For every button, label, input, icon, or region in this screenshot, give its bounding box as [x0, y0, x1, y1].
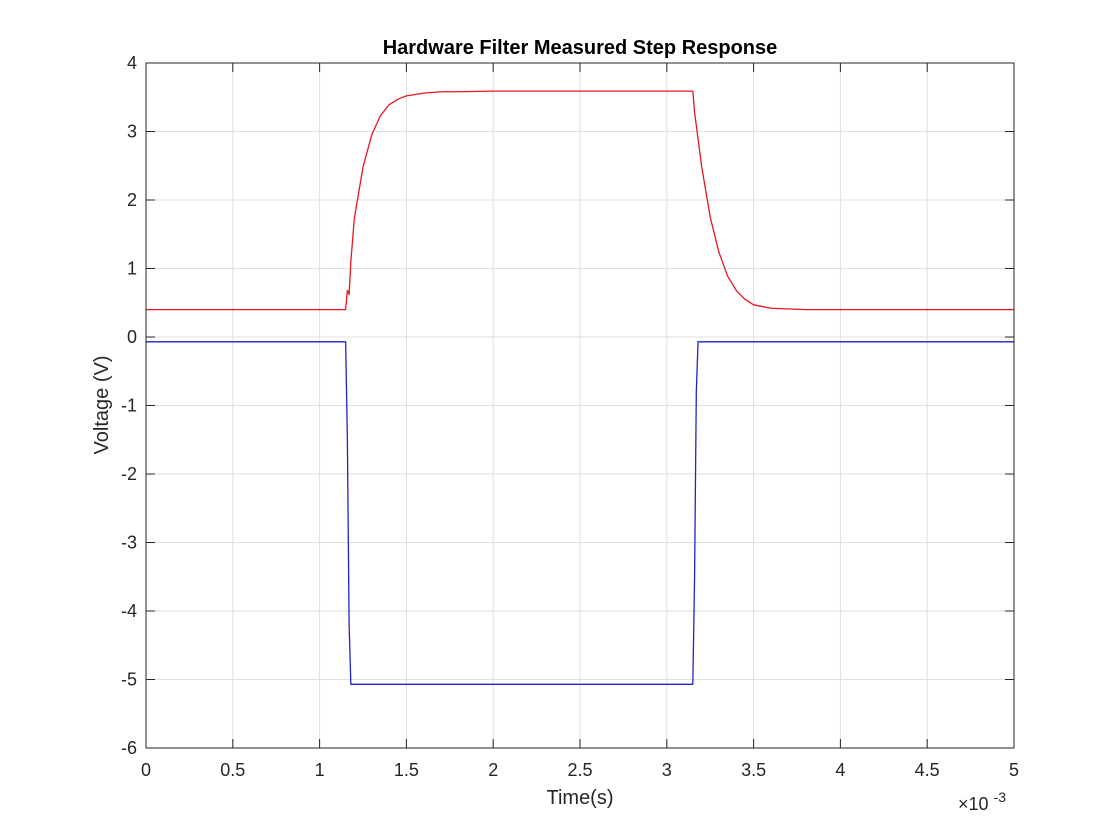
y-tick-label: -5 [121, 670, 137, 690]
y-tick-label: -6 [121, 738, 137, 758]
x-axis-exponent: ×10 -3 [958, 789, 1006, 814]
y-tick-label: 3 [127, 122, 137, 142]
x-axis-label: Time(s) [546, 787, 613, 809]
tick-layer [145, 62, 1015, 749]
x-tick-label: 0.5 [220, 760, 245, 780]
label-layer: 0 0.5 1 1.5 2 2.5 3 3.5 4 4.5 5 -6 -5 -4 -3 -2 -1 0 1 2 3 4 [121, 53, 1019, 780]
y-tick-label: 4 [127, 53, 137, 73]
series-layer [146, 90, 1014, 685]
x-tick-label: 3.5 [741, 760, 766, 780]
y-tick-label: 1 [127, 259, 137, 279]
filter-output-line [146, 90, 1014, 311]
y-tick-label: -2 [121, 464, 137, 484]
x-tick-label: 5 [1009, 760, 1019, 780]
x-tick-label: 2 [488, 760, 498, 780]
x-tick-label: 2.5 [567, 760, 592, 780]
y-tick-label: 0 [127, 327, 137, 347]
y-tick-label: -1 [121, 396, 137, 416]
y-axis-label: Voltage (V) [91, 356, 113, 455]
chart-title: Hardware Filter Measured Step Response [383, 37, 778, 59]
x-tick-label: 1.5 [394, 760, 419, 780]
x-axis-exponent-power: -3 [994, 789, 1007, 805]
x-axis-exponent-base: ×10 [958, 794, 989, 814]
x-tick-label: 3 [662, 760, 672, 780]
x-tick-label: 0 [141, 760, 151, 780]
x-tick-label: 1 [315, 760, 325, 780]
y-tick-label: -4 [121, 601, 137, 621]
x-tick-label: 4 [835, 760, 845, 780]
input-step-line [146, 341, 1014, 685]
y-tick-label: -3 [121, 533, 137, 553]
y-tick-label: 2 [127, 190, 137, 210]
x-tick-label: 4.5 [915, 760, 940, 780]
